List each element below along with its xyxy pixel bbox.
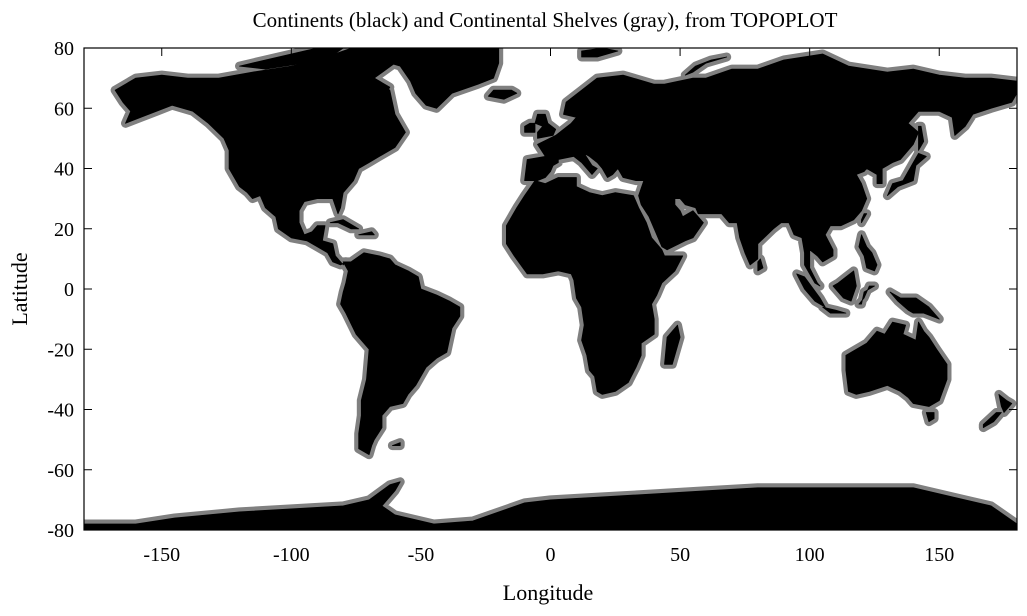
continent-australia [845,321,948,407]
continent-hispaniola [358,231,375,236]
continent-antarctica [84,481,1017,530]
y-tick-label: -20 [47,339,74,361]
continent-africa [505,177,684,395]
y-tick-label: -80 [47,520,74,542]
y-tick-label: 60 [54,98,74,120]
continent-taiwan [861,213,868,224]
y-tick-label: 40 [54,159,74,181]
x-tick-label: -100 [273,544,310,566]
continent-eurasia [524,53,1017,287]
y-axis: -80 -60 -40 -20 0 20 40 60 80 [47,38,1017,542]
x-tick-label: 150 [924,544,954,566]
continent-japan [887,152,927,197]
x-axis-title: Longitude [503,580,593,605]
continent-baffin-island [316,68,391,103]
continent-greenland [363,48,500,109]
y-tick-label: 0 [64,279,74,301]
continent-madagascar [664,324,681,365]
x-axis: -150 -100 -50 0 50 100 150 [143,48,954,566]
x-tick-label: 50 [670,544,690,566]
continent-novaya-zemlya [684,56,728,76]
continent-cuba [329,219,360,230]
x-tick-label: 100 [795,544,825,566]
continent-iceland [487,89,518,100]
continent-sulawesi [858,285,875,305]
continent-ireland [524,122,536,133]
continent-falklands [391,442,401,447]
continent-sumatra [796,273,826,308]
y-axis-title: Latitude [7,252,32,325]
y-tick-label: -40 [47,400,74,422]
y-tick-label: 20 [54,219,74,241]
continent-new-zealand-south [982,412,1002,429]
continent-borneo [832,270,857,302]
y-tick-label: 80 [54,38,74,60]
continent-tasmania [925,412,935,423]
continent-new-guinea [889,291,940,320]
continent-new-zealand-north [998,393,1013,413]
continent-great-britain [534,113,557,139]
y-tick-label: -60 [47,460,74,482]
map-title: Continents (black) and Continental Shelv… [253,8,838,32]
x-tick-label: -50 [408,544,435,566]
continent-java [822,306,847,314]
x-tick-label: 0 [546,544,556,566]
continent-sri-lanka [757,258,764,272]
continent-layer [84,48,1017,530]
continent-sakhalin [918,125,925,151]
x-tick-label: -150 [143,544,180,566]
continent-south-america [340,252,461,456]
continent-arctic-islands [239,48,344,70]
continent-svalbard [581,48,619,58]
continent-philippines [858,234,878,272]
